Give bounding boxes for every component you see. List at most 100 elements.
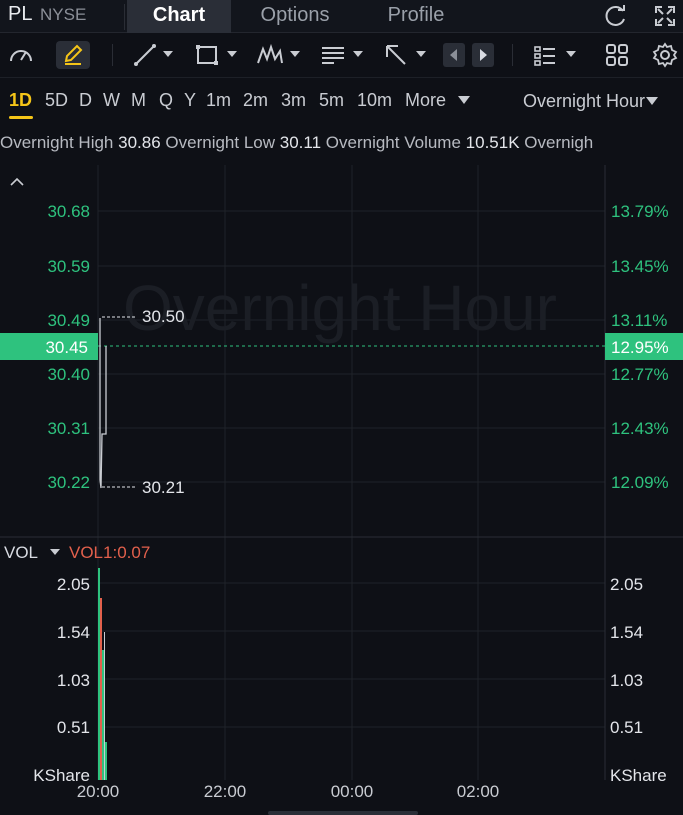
chevron-down-icon[interactable] (290, 51, 300, 57)
overnight-low-label: Overnight Low (165, 133, 276, 152)
scroll-left-icon[interactable] (443, 41, 465, 69)
period-5m[interactable]: 5m (319, 90, 345, 110)
price-chart[interactable]: Overnight Hour 30.68 30.59 30.49 30.40 3… (0, 160, 683, 815)
period-year[interactable]: Y (184, 90, 197, 110)
header-bar: PL NYSE Chart Options Profile (0, 0, 683, 33)
fullscreen-icon[interactable] (652, 3, 678, 29)
pct-tick: 13.79% (611, 202, 669, 221)
volume-tick: 1.54 (57, 623, 90, 642)
period-day[interactable]: D (79, 90, 92, 110)
header-divider (124, 4, 125, 30)
list-icon[interactable] (533, 41, 557, 69)
collapse-chevron-icon[interactable] (10, 177, 24, 186)
volume-indicator: VOL1:0.07 (69, 543, 150, 562)
volume-bar (98, 568, 100, 780)
price-tick: 30.40 (47, 365, 90, 384)
overnight-trailing-label: Overnigh (524, 133, 594, 152)
overnight-high-label: Overnight High (0, 133, 114, 152)
drawing-toolbar (0, 34, 683, 78)
current-pct-value: 12.95% (611, 338, 669, 357)
gauge-icon[interactable] (6, 41, 36, 69)
volume-bar (102, 650, 104, 780)
volume-tick: 1.03 (57, 671, 90, 690)
pct-tick: 12.77% (611, 365, 669, 384)
period-week[interactable]: W (103, 90, 120, 110)
period-selector: 1D 5D D W M Q Y 1m 2m 3m 5m 10m More (0, 78, 683, 122)
session-watermark: Overnight Hour (123, 272, 557, 344)
period-month[interactable]: M (131, 90, 146, 110)
volume-bar (105, 742, 107, 780)
session-dropdown[interactable]: Overnight Hour (523, 91, 646, 111)
pct-tick: 12.09% (611, 473, 669, 492)
horizontal-scrollbar[interactable] (268, 811, 418, 815)
overnight-high-value: 30.86 (118, 133, 161, 152)
toolbar-divider (512, 44, 513, 66)
ticker-symbol: PL (8, 3, 33, 25)
volume-tick: 1.54 (610, 623, 643, 642)
volume-tick: 2.05 (610, 575, 643, 594)
price-tick: 30.68 (47, 202, 90, 221)
chevron-down-icon[interactable] (458, 96, 470, 104)
grid-icon[interactable] (604, 41, 630, 69)
exchange-label: NYSE (40, 5, 87, 24)
chevron-down-icon[interactable] (566, 51, 576, 57)
chevron-down-icon[interactable] (646, 97, 658, 105)
toolbar-divider (112, 44, 113, 66)
session-stats: Overnight High 30.86 Overnight Low 30.11… (0, 133, 683, 157)
tab-profile[interactable]: Profile (387, 4, 445, 26)
current-price-value: 30.45 (45, 338, 88, 357)
time-tick: 00:00 (331, 782, 374, 801)
chart-grid (97, 165, 605, 780)
tab-chart[interactable]: Chart (127, 0, 231, 33)
volume-bar (104, 632, 105, 780)
period-5d[interactable]: 5D (45, 90, 69, 110)
rectangle-icon[interactable] (194, 41, 220, 69)
pct-tick: 13.45% (611, 257, 669, 276)
volume-bar (100, 598, 102, 780)
arrow-icon[interactable] (383, 41, 409, 69)
volume-bars (98, 568, 107, 780)
chevron-down-icon[interactable] (163, 51, 173, 57)
volume-unit: KShare (33, 766, 90, 785)
price-tick: 30.59 (47, 257, 90, 276)
pattern-icon[interactable] (256, 41, 284, 69)
chevron-down-icon[interactable] (50, 549, 60, 555)
volume-tick: 1.03 (610, 671, 643, 690)
volume-tick: 0.51 (610, 718, 643, 737)
refresh-icon[interactable] (603, 3, 629, 29)
period-1m[interactable]: 1m (206, 90, 232, 110)
draw-pencil-icon[interactable] (56, 41, 90, 69)
price-tick: 30.49 (47, 311, 90, 330)
volume-tick: 0.51 (57, 718, 90, 737)
current-pct-badge (605, 333, 683, 360)
high-annotation: 30.50 (142, 307, 185, 326)
chevron-down-icon[interactable] (416, 51, 426, 57)
time-tick: 02:00 (457, 782, 500, 801)
chevron-down-icon[interactable] (227, 51, 237, 57)
period-3m[interactable]: 3m (281, 90, 307, 110)
price-line (99, 318, 107, 489)
chevron-down-icon[interactable] (353, 51, 363, 57)
period-10m[interactable]: 10m (357, 90, 393, 110)
period-2m[interactable]: 2m (243, 90, 269, 110)
settings-icon[interactable] (651, 41, 679, 69)
overnight-low-value: 30.11 (279, 133, 322, 152)
overnight-volume-value: 10.51K (465, 133, 520, 152)
scroll-right-icon[interactable] (472, 41, 494, 69)
trend-line-icon[interactable] (132, 41, 158, 69)
period-1d[interactable]: 1D (9, 90, 33, 110)
period-more[interactable]: More (405, 90, 447, 110)
volume-unit: KShare (610, 766, 667, 785)
pct-tick: 13.11% (611, 311, 667, 330)
price-tick: 30.22 (47, 473, 90, 492)
tab-options[interactable]: Options (260, 4, 330, 26)
time-tick: 22:00 (204, 782, 247, 801)
current-price-badge (0, 333, 98, 360)
volume-tick: 2.05 (57, 575, 90, 594)
volume-label: VOL (4, 543, 38, 562)
time-tick: 20:00 (77, 782, 120, 801)
period-quarter[interactable]: Q (159, 90, 174, 110)
active-period-underline (9, 116, 33, 119)
text-note-icon[interactable] (320, 41, 348, 69)
overnight-volume-label: Overnight Volume (325, 133, 461, 152)
